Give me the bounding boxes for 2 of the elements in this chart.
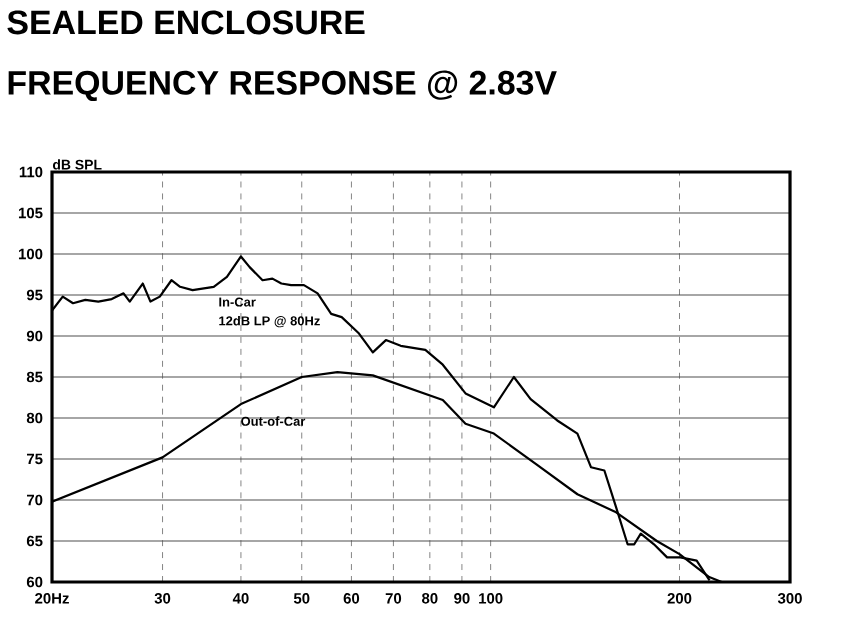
- chart-title: SEALED ENCLOSURE: [7, 10, 365, 35]
- chart-subtitle: FREQUENCY RESPONSE @ 2.83V: [8, 70, 557, 102]
